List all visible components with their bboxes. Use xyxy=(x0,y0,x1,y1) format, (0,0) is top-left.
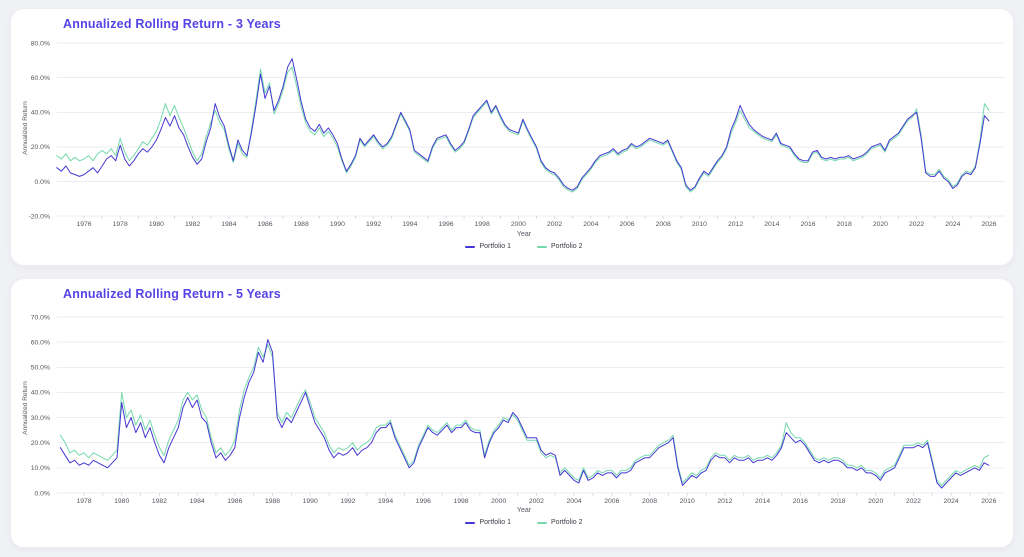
x-tick-label: 1984 xyxy=(221,221,236,228)
x-tick-label: 1996 xyxy=(416,498,431,505)
y-tick-label: 50.0% xyxy=(31,365,50,372)
series-line-portfolio-1 xyxy=(59,339,990,489)
chart-canvas-5-years[interactable]: 70.0% 60.0% 50.0% 40.0% 30.0% 20.0% 10.0% 0.0% 1… xyxy=(11,307,1015,509)
x-tick-label: 1984 xyxy=(190,498,205,505)
y-tick-label: 20.0% xyxy=(31,440,50,447)
x-tick-label: 2000 xyxy=(491,498,506,505)
x-tick-label: 2004 xyxy=(567,498,582,505)
y-tick-label: 10.0% xyxy=(31,465,50,472)
x-axis-title: Year xyxy=(516,231,532,238)
x-tick-label: 1994 xyxy=(378,498,393,505)
x-axis-title: Year xyxy=(516,507,532,514)
x-tick-label: 2016 xyxy=(793,498,808,505)
x-tick-label: 2018 xyxy=(837,221,852,228)
x-tick-label: 1988 xyxy=(294,221,309,228)
x-tick-label: 1994 xyxy=(402,221,417,228)
x-tick-label: 2002 xyxy=(529,498,544,505)
y-tick-label: 80.0% xyxy=(31,40,50,47)
portfolio-2-line-icon xyxy=(537,245,547,248)
y-tick-label: 20.0% xyxy=(31,144,50,151)
x-tick-label: 2004 xyxy=(583,221,598,228)
series-line-portfolio-2 xyxy=(56,66,990,193)
x-tick-label: 2020 xyxy=(873,221,888,228)
x-tick-label: 1980 xyxy=(149,221,164,228)
y-tick-label: 30.0% xyxy=(31,415,50,422)
x-tick-label: 2022 xyxy=(909,221,924,228)
y-tick-label: -20.0% xyxy=(28,214,50,221)
x-tick-label: 2010 xyxy=(692,221,707,228)
x-tick-label: 2022 xyxy=(906,498,921,505)
series-line-portfolio-1 xyxy=(56,58,990,191)
x-tick-label: 2002 xyxy=(547,221,562,228)
legend-label-portfolio-2: Portfolio 2 xyxy=(551,519,583,526)
x-tick-label: 2012 xyxy=(728,221,743,228)
x-tick-label: 2020 xyxy=(868,498,883,505)
x-tick-label: 2026 xyxy=(981,498,996,505)
chart-card-5-years: Annualized Rolling Return - 5 Years Annu… xyxy=(10,278,1014,548)
x-tick-label: 1982 xyxy=(185,221,200,228)
x-tick-label: 1980 xyxy=(114,498,129,505)
x-tick-label: 1986 xyxy=(227,498,242,505)
x-tick-label: 1988 xyxy=(265,498,280,505)
y-tick-label: 0.0% xyxy=(35,179,51,186)
portfolio-1-line-icon xyxy=(465,521,476,524)
x-tick-label: 1998 xyxy=(453,498,468,505)
legend-item-portfolio-2[interactable]: Portfolio 2 xyxy=(537,519,583,526)
series-line-portfolio-2 xyxy=(59,344,990,486)
chart-title-3-years: Annualized Rolling Return - 3 Years xyxy=(63,17,281,31)
y-tick-label: 0.0% xyxy=(35,490,51,497)
x-tick-label: 1976 xyxy=(76,221,91,228)
x-tick-label: 2000 xyxy=(511,221,526,228)
portfolio-1-line-icon xyxy=(465,245,476,248)
y-tick-label: 40.0% xyxy=(31,110,50,117)
gridlines: 80.0% 60.0% 40.0% 20.0% 0.0% -20.0% xyxy=(28,40,1005,221)
x-tick-label: 2014 xyxy=(755,498,770,505)
x-axis-ticks: 1976 1978 1980 1982 1984 1986 1988 1990 1992 1994… xyxy=(76,216,997,228)
x-tick-label: 1982 xyxy=(152,498,167,505)
chart-title-5-years: Annualized Rolling Return - 5 Years xyxy=(63,287,281,301)
x-tick-label: 2008 xyxy=(642,498,657,505)
legend-item-portfolio-2[interactable]: Portfolio 2 xyxy=(537,243,583,250)
legend-label-portfolio-2: Portfolio 2 xyxy=(551,243,583,250)
x-tick-label: 1986 xyxy=(257,221,272,228)
y-tick-label: 70.0% xyxy=(31,314,50,321)
chart-card-3-years: Annualized Rolling Return - 3 Years Annu… xyxy=(10,8,1014,266)
legend-label-portfolio-1: Portfolio 1 xyxy=(479,243,511,250)
portfolio-2-line-icon xyxy=(537,521,547,524)
x-tick-label: 2006 xyxy=(619,221,634,228)
x-tick-label: 2026 xyxy=(981,221,996,228)
x-tick-label: 2016 xyxy=(800,221,815,228)
legend-item-portfolio-1[interactable]: Portfolio 1 xyxy=(465,243,511,250)
x-tick-label: 2006 xyxy=(604,498,619,505)
x-tick-label: 1996 xyxy=(438,221,453,228)
x-tick-label: 2012 xyxy=(717,498,732,505)
x-tick-label: 2018 xyxy=(830,498,845,505)
y-tick-label: 60.0% xyxy=(31,339,50,346)
chart-canvas-3-years[interactable]: 80.0%60.0%40.0%20.0%0.0%-20.0%1976 1978 19… xyxy=(11,37,1015,235)
x-tick-label: 1990 xyxy=(330,221,345,228)
x-axis-ticks: 1978 1980 1982 1984 1986 1988 1990 1992 1994 1996… xyxy=(76,492,997,505)
x-tick-label: 1990 xyxy=(303,498,318,505)
x-tick-label: 2024 xyxy=(945,221,960,228)
y-tick-label: 60.0% xyxy=(31,75,50,82)
legend-label-portfolio-1: Portfolio 1 xyxy=(479,519,511,526)
y-tick-label: 40.0% xyxy=(31,390,50,397)
x-tick-label: 1992 xyxy=(366,221,381,228)
x-tick-label: 2008 xyxy=(656,221,671,228)
legend-item-portfolio-1[interactable]: Portfolio 1 xyxy=(465,519,511,526)
x-tick-label: 1992 xyxy=(340,498,355,505)
x-tick-label: 2014 xyxy=(764,221,779,228)
x-tick-label: 1978 xyxy=(76,498,91,505)
x-tick-label: 2010 xyxy=(680,498,695,505)
x-tick-label: 2024 xyxy=(944,498,959,505)
x-tick-label: 1978 xyxy=(113,221,128,228)
x-tick-label: 1998 xyxy=(475,221,490,228)
legend: Portfolio 1 Portfolio 2 xyxy=(11,519,1013,526)
legend: Portfolio 1 Portfolio 2 xyxy=(11,243,1013,250)
